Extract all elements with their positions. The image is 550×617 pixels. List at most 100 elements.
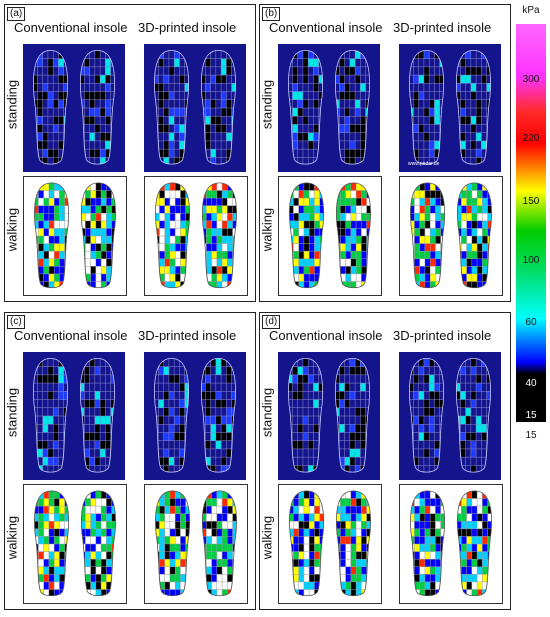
sensor-cell bbox=[477, 190, 483, 199]
sensor-cell bbox=[435, 544, 441, 552]
sensor-cell bbox=[232, 213, 237, 221]
sensor-cell bbox=[158, 58, 164, 67]
sensor-cell bbox=[175, 559, 181, 567]
sensor-cell bbox=[222, 559, 228, 567]
sensor-cell bbox=[303, 536, 310, 544]
sensor-cell bbox=[90, 521, 96, 529]
sensor-cell bbox=[292, 465, 298, 473]
sensor-cell bbox=[158, 457, 164, 466]
sensor-cell bbox=[54, 559, 60, 567]
sensor-cell bbox=[418, 124, 424, 133]
sensor-cell bbox=[339, 391, 345, 400]
sensor-cell bbox=[164, 205, 170, 214]
sensor-cell bbox=[314, 581, 320, 590]
sensor-cell bbox=[460, 75, 466, 84]
sensor-cell bbox=[221, 108, 227, 117]
sensor-cell bbox=[336, 213, 341, 221]
sensor-cell bbox=[159, 258, 165, 267]
row-label-walking: walking bbox=[4, 207, 20, 252]
sensor-cell bbox=[309, 513, 315, 522]
sensor-cell bbox=[175, 498, 181, 507]
sensor-cell bbox=[163, 75, 169, 84]
sensor-cell bbox=[101, 182, 107, 191]
sensor-cell bbox=[210, 75, 216, 84]
sensor-cell bbox=[231, 416, 236, 425]
sensor-cell bbox=[430, 513, 436, 522]
sensor-cell bbox=[345, 266, 351, 274]
sensor-cell bbox=[216, 228, 223, 236]
sensor-cell bbox=[298, 574, 304, 582]
sensor-cell bbox=[205, 399, 211, 408]
sensor-cell bbox=[345, 251, 351, 259]
sensor-cell bbox=[222, 536, 228, 544]
sensor-cell bbox=[293, 566, 299, 575]
sensor-cell bbox=[461, 243, 467, 252]
sensor-cell bbox=[309, 528, 315, 537]
sensor-cell bbox=[477, 544, 483, 552]
sensor-cell bbox=[159, 498, 165, 507]
sensor-cell bbox=[303, 281, 310, 288]
sensor-cell bbox=[486, 149, 491, 158]
sensor-cell bbox=[42, 132, 48, 141]
sensor-cell bbox=[361, 198, 367, 206]
sensor-cell bbox=[424, 513, 431, 522]
sensor-cell bbox=[350, 536, 357, 544]
sensor-cell bbox=[318, 149, 323, 158]
sensor-cell bbox=[487, 521, 492, 529]
sensor-cell bbox=[414, 498, 420, 507]
sensor-cell bbox=[211, 581, 217, 590]
sensor-cell bbox=[184, 99, 189, 108]
sensor-cell bbox=[95, 528, 102, 537]
sensor-cell bbox=[37, 132, 43, 141]
sensor-cell bbox=[95, 182, 102, 191]
sensor-cell bbox=[350, 198, 357, 206]
sensor-cell bbox=[185, 536, 190, 544]
sensor-cell bbox=[81, 581, 86, 590]
sensor-cell bbox=[339, 75, 345, 84]
sensor-cell bbox=[470, 83, 477, 92]
sensor-cell bbox=[456, 383, 461, 392]
sensor-cell bbox=[340, 506, 346, 514]
sensor-cell bbox=[487, 228, 492, 236]
sensor-cell bbox=[410, 198, 415, 206]
sensor-cell bbox=[101, 498, 107, 507]
sensor-cell bbox=[355, 465, 361, 473]
sensor-cell bbox=[175, 190, 181, 199]
sensor-cell bbox=[349, 124, 356, 133]
sensor-cell bbox=[476, 99, 482, 108]
sensor-cell bbox=[59, 198, 65, 206]
sensor-cell bbox=[309, 182, 315, 191]
sensor-cell bbox=[434, 448, 440, 458]
sensor-cell bbox=[185, 198, 190, 206]
sensor-cell bbox=[461, 198, 467, 206]
sensor-cell bbox=[429, 358, 435, 367]
sensor-cell bbox=[180, 551, 186, 560]
sensor-cell bbox=[477, 521, 483, 529]
sensor-cell bbox=[54, 544, 60, 552]
sensor-cell bbox=[289, 266, 294, 274]
sensor-cell bbox=[470, 366, 477, 375]
sensor-cell bbox=[101, 205, 107, 214]
sensor-cell bbox=[155, 581, 160, 590]
sensor-cell bbox=[293, 506, 299, 514]
sensor-cell bbox=[355, 407, 361, 416]
sensor-cell bbox=[211, 559, 217, 567]
sensor-cell bbox=[90, 566, 96, 575]
sensor-cell bbox=[54, 506, 60, 514]
sensor-cell bbox=[106, 566, 112, 575]
sensor-cell bbox=[410, 182, 415, 191]
sensor-cell bbox=[350, 490, 357, 499]
sensor-cell bbox=[101, 266, 107, 274]
sensor-cell bbox=[33, 157, 38, 165]
sensor-cell bbox=[319, 182, 324, 191]
sensor-cell bbox=[105, 116, 111, 125]
sensor-cell bbox=[470, 399, 477, 408]
sensor-cell bbox=[43, 258, 49, 267]
sensor-cell bbox=[215, 358, 222, 367]
insole-outline bbox=[201, 357, 236, 473]
sensor-cell bbox=[297, 440, 303, 449]
sensor-cell bbox=[461, 190, 467, 199]
legend-tick-300: 300 bbox=[522, 74, 540, 85]
sensor-cell bbox=[476, 132, 482, 141]
sensor-cell bbox=[360, 407, 366, 416]
